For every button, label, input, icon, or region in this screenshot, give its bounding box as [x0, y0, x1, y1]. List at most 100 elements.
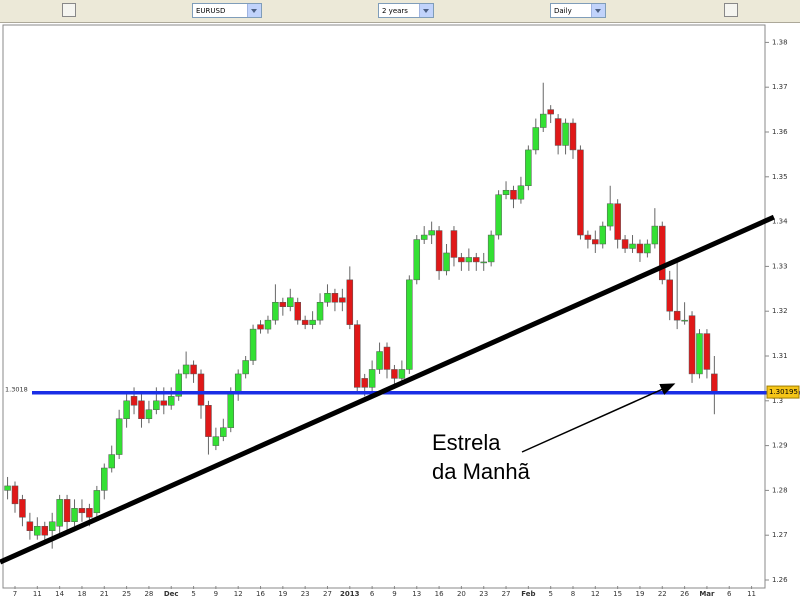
- candle-body: [287, 297, 294, 307]
- x-tick-label: 26: [680, 590, 689, 598]
- candle-body: [435, 230, 443, 272]
- x-tick-label: 27: [323, 590, 332, 598]
- candle-body: [56, 499, 63, 527]
- x-tick-label: 18: [77, 590, 86, 598]
- symbol-value: EURUSD: [196, 7, 226, 15]
- candle-body: [473, 257, 480, 263]
- level-label: 1.3018: [5, 386, 28, 394]
- x-tick-label: 9: [392, 590, 396, 598]
- candle-body: [428, 230, 435, 236]
- draw-tool-button[interactable]: [62, 3, 76, 17]
- x-tick-label: 5: [191, 590, 195, 598]
- candle-body: [673, 310, 681, 321]
- candle-body: [48, 521, 56, 531]
- x-tick-label: 21: [100, 590, 109, 598]
- x-tick-label: 12: [234, 590, 243, 598]
- x-tick-label: 9: [214, 590, 218, 598]
- y-tick-label: 1.36: [772, 128, 788, 136]
- last-price-label: 1.30195: [769, 388, 798, 396]
- x-tick-label: 11: [33, 590, 42, 598]
- symbol-select[interactable]: EURUSD: [192, 3, 262, 18]
- candle-body: [264, 319, 272, 330]
- candle-body: [182, 364, 190, 375]
- candle-body: [606, 203, 614, 227]
- annotation-arrow: [521, 383, 676, 453]
- x-tick-label: 12: [591, 590, 600, 598]
- candle-body: [621, 239, 629, 249]
- candle-body: [130, 396, 138, 406]
- y-tick-label: 1.33: [772, 262, 788, 270]
- x-tick-label: 11: [747, 590, 756, 598]
- candle-body: [175, 373, 182, 397]
- candle-body: [190, 364, 197, 375]
- x-tick-label: 22: [658, 590, 667, 598]
- candle-body: [115, 418, 123, 455]
- annotation-line: Estrela: [432, 430, 501, 455]
- x-tick-label: 23: [301, 590, 310, 598]
- candle-body: [272, 301, 279, 321]
- candle-body: [644, 243, 651, 254]
- x-tick-label: 15: [613, 590, 622, 598]
- candle-body: [696, 333, 703, 375]
- y-tick-label: 1.34: [772, 218, 788, 226]
- y-tick-label: 1.35: [772, 173, 788, 181]
- candle-body: [234, 373, 242, 393]
- candle-body: [309, 319, 316, 325]
- candle-body: [562, 122, 569, 146]
- trend-line: [0, 214, 775, 565]
- export-button[interactable]: [724, 3, 738, 17]
- interval-value: Daily: [554, 7, 572, 15]
- x-tick-label: Mar: [699, 590, 715, 598]
- candle-body: [324, 293, 331, 303]
- candle-body: [212, 436, 220, 446]
- candle-body: [227, 391, 235, 428]
- x-tick-label: 28: [144, 590, 153, 598]
- candle-body: [71, 508, 78, 523]
- candle-body: [391, 369, 398, 379]
- candle-body: [629, 243, 636, 249]
- range-value: 2 years: [382, 7, 408, 15]
- candle-body: [138, 400, 145, 419]
- x-tick-label: 8: [571, 590, 575, 598]
- candle-body: [331, 293, 339, 303]
- candle-body: [532, 127, 540, 151]
- candle-body: [584, 234, 592, 240]
- candle-body: [93, 490, 101, 514]
- x-tick-label: 20: [457, 590, 466, 598]
- last-price-box: [766, 385, 800, 399]
- annotation-line: da Manhã: [432, 459, 531, 484]
- x-tick-label: 5: [548, 590, 552, 598]
- candle-body: [614, 203, 621, 240]
- candle-body: [443, 252, 450, 272]
- candle-body: [659, 225, 666, 281]
- candle-body: [681, 319, 688, 322]
- candle-body: [577, 149, 584, 236]
- candle-body: [153, 400, 160, 411]
- candle-body: [688, 315, 696, 375]
- candle-body: [383, 346, 391, 370]
- candle-body: [19, 499, 26, 518]
- candle-body: [101, 467, 108, 491]
- candle-body: [413, 239, 421, 281]
- candle-body: [592, 239, 599, 245]
- candle-body: [86, 508, 93, 518]
- candle-body: [279, 301, 287, 307]
- candle-body: [78, 508, 86, 514]
- candle-body: [26, 521, 34, 531]
- range-select[interactable]: 2 years: [378, 3, 434, 18]
- candle-body: [458, 257, 465, 263]
- candle-body: [495, 194, 502, 236]
- y-tick-label: 1.29: [772, 442, 788, 450]
- x-tick-label: 14: [55, 590, 64, 598]
- candle-body: [711, 373, 718, 393]
- interval-select[interactable]: Daily: [550, 3, 606, 18]
- candle-body: [450, 230, 458, 258]
- candle-body: [525, 149, 532, 187]
- candle-body: [41, 525, 49, 536]
- x-tick-label: 19: [278, 590, 287, 598]
- candle-body: [294, 301, 301, 321]
- x-tick-label: 19: [635, 590, 644, 598]
- y-tick-label: 1.28: [772, 486, 788, 494]
- candle-body: [361, 378, 368, 388]
